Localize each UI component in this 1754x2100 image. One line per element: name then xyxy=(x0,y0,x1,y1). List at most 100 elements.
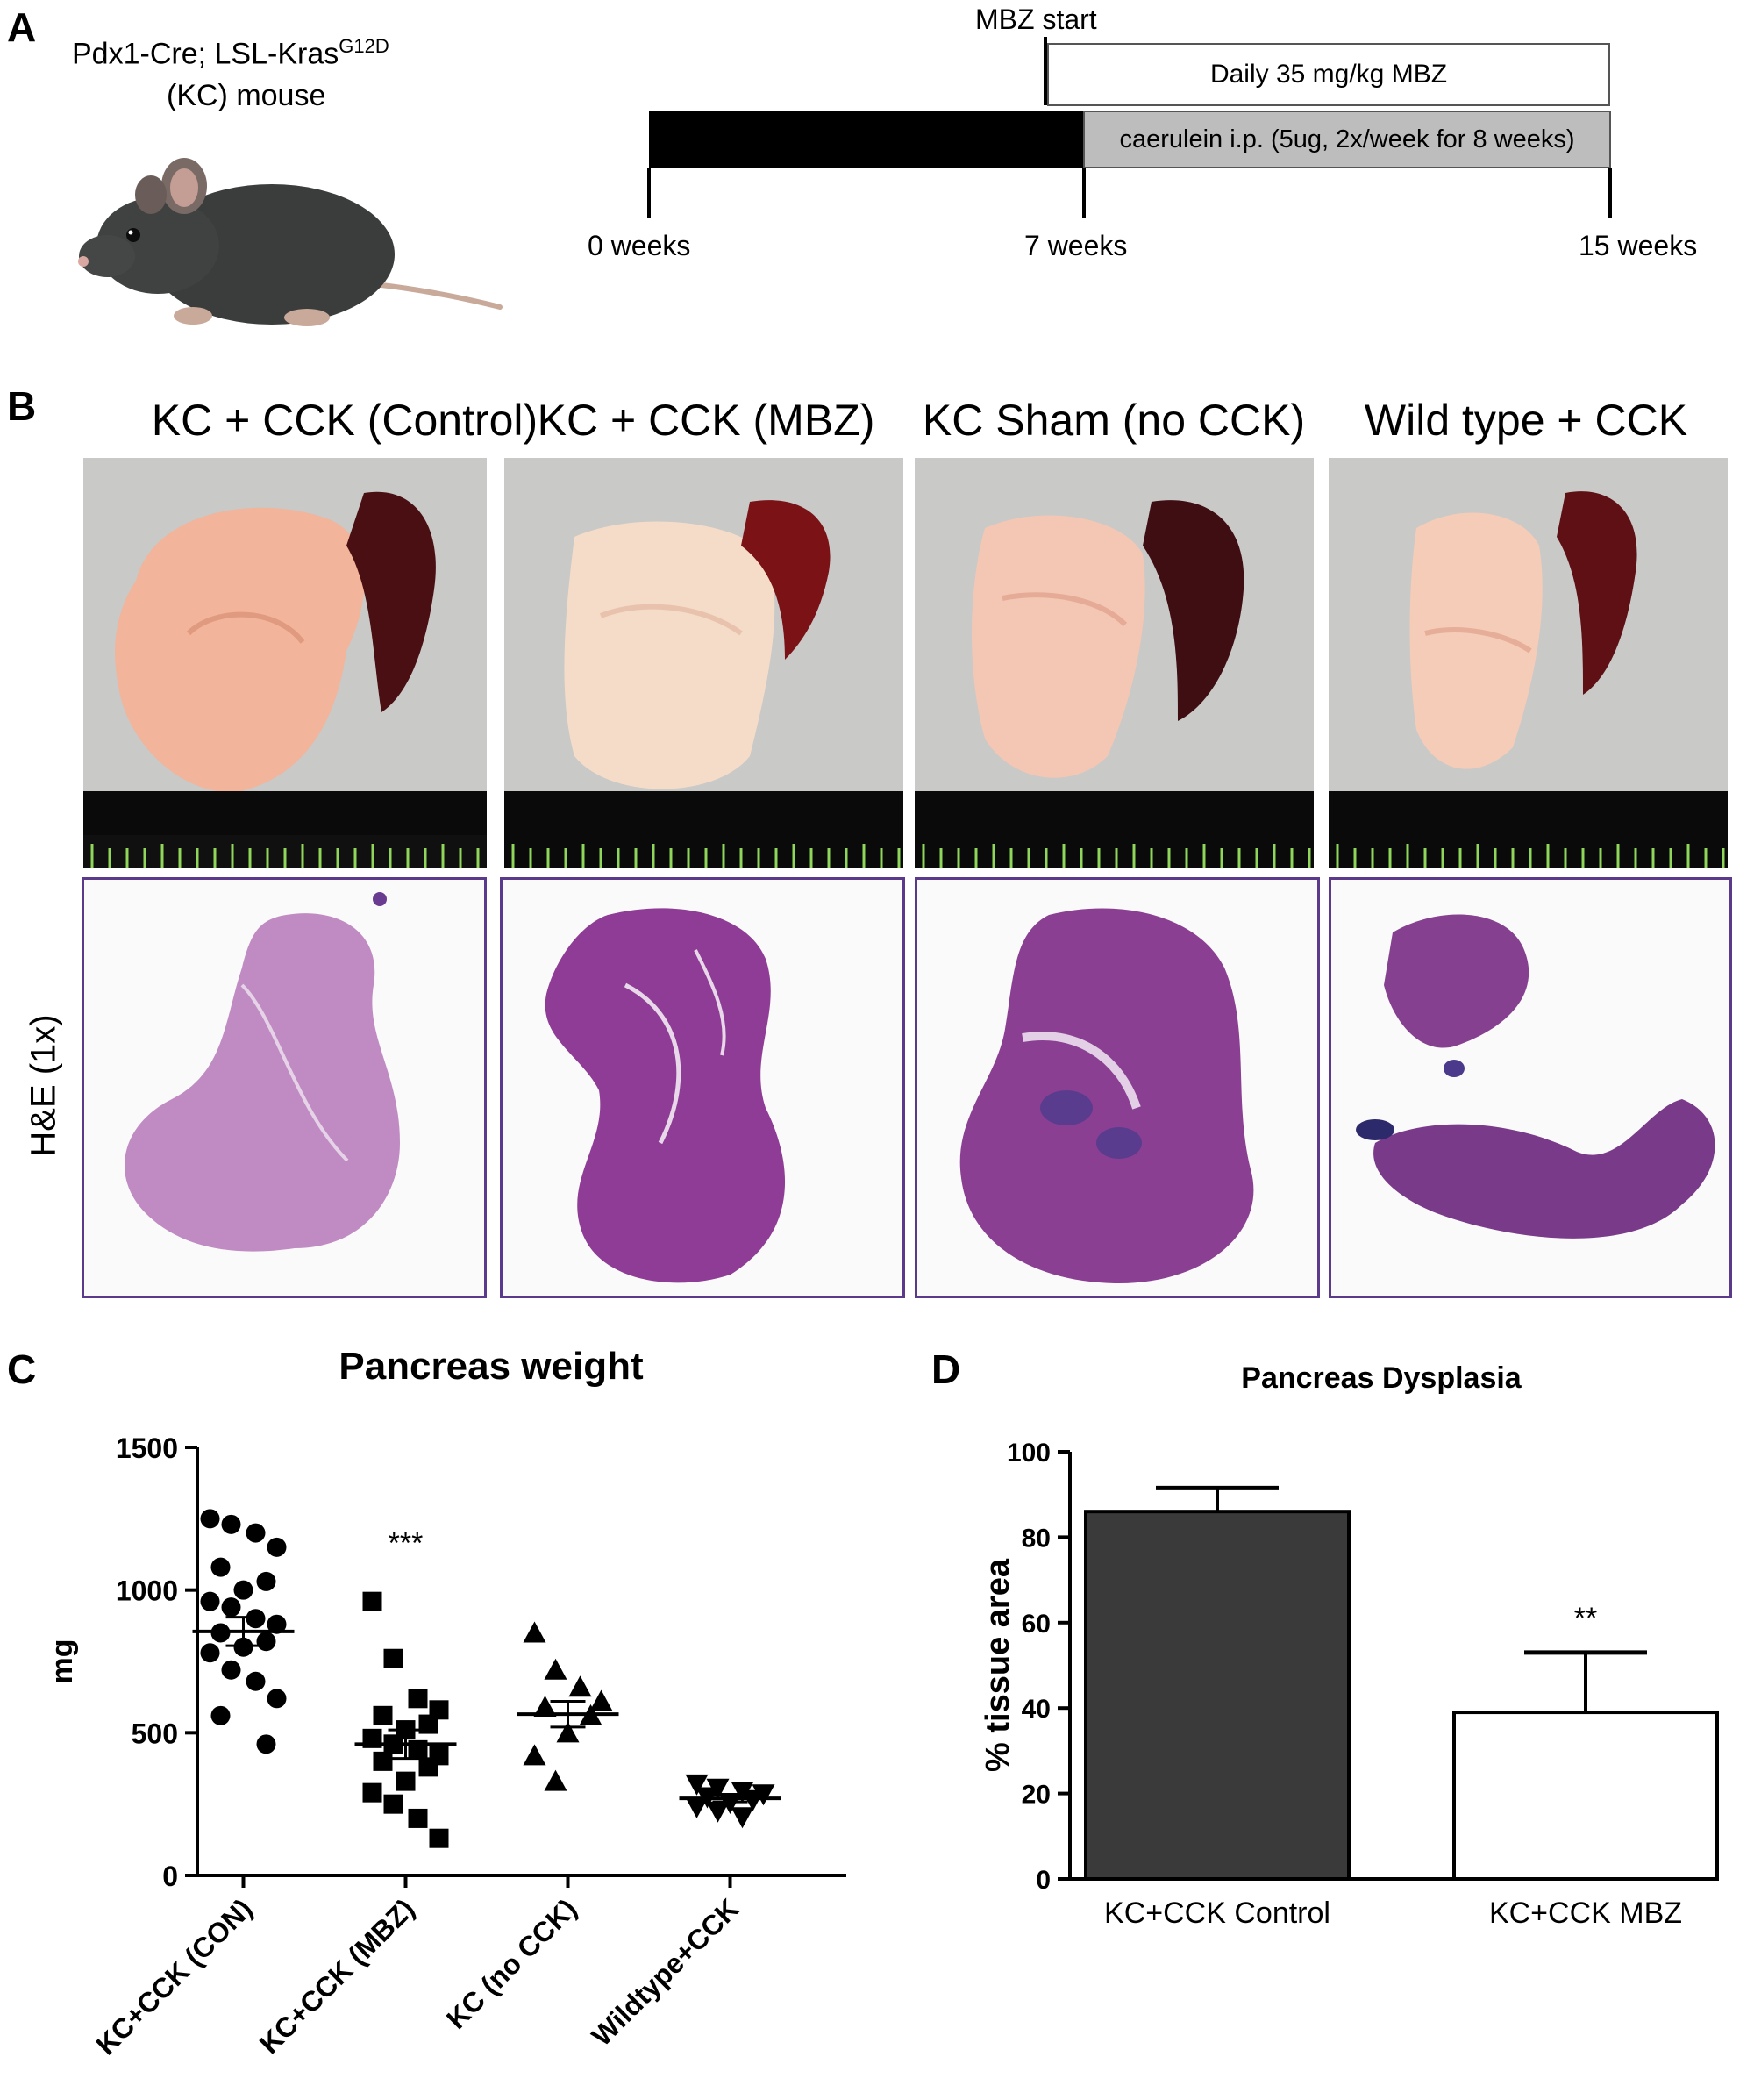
chart-c-point xyxy=(246,1609,266,1629)
panel-b-letter: B xyxy=(7,383,37,429)
chart-d-xtick-label: KC+CCK MBZ xyxy=(1489,1896,1682,1930)
chart-d-xtick-label: KC+CCK Control xyxy=(1104,1896,1330,1930)
panel-a-letter: A xyxy=(7,4,37,50)
chart-c-point xyxy=(221,1514,241,1534)
chart-c-point xyxy=(267,1689,287,1709)
chart-c-point xyxy=(373,1705,393,1725)
group-title-kc-cck-control: KC + CCK (Control) xyxy=(151,396,538,445)
chart-c-point xyxy=(383,1794,403,1814)
group-title-kc-sham: KC Sham (no CCK) xyxy=(922,396,1306,445)
he-section-sham xyxy=(915,877,1320,1298)
mouse-illustration xyxy=(78,158,503,326)
panel-d-letter: D xyxy=(931,1346,961,1392)
chart-c-point xyxy=(267,1537,287,1557)
mouse-genotype-line2: (KC) mouse xyxy=(167,79,326,112)
chart-c-point xyxy=(685,1774,709,1796)
chart-c-point xyxy=(706,1801,730,1823)
chart-c-point xyxy=(256,1571,276,1591)
chart-d-ytick-label: 40 xyxy=(1022,1695,1051,1724)
timepoint-0-weeks: 0 weeks xyxy=(588,230,691,261)
he-section-wild-type xyxy=(1329,877,1732,1298)
chart-d-ytick-label: 60 xyxy=(1022,1610,1051,1639)
daily-mbz-bar xyxy=(1047,43,1610,106)
chart-c-point xyxy=(246,1671,266,1691)
chart-c-point xyxy=(408,1808,428,1828)
chart-d-bar xyxy=(1452,1711,1719,1881)
chart-c-point xyxy=(200,1509,220,1529)
chart-c-point xyxy=(685,1796,709,1818)
chart-c-xtick-label: KC+CCK (CON) xyxy=(89,1892,258,2061)
chart-d-bar xyxy=(1084,1510,1351,1881)
chart-c-ylabel: mg xyxy=(46,1639,79,1684)
pre-treatment-bar xyxy=(649,111,1084,168)
chart-c-point xyxy=(568,1675,592,1697)
chart-c-point xyxy=(200,1591,220,1611)
chart-d-ytick-label: 80 xyxy=(1022,1524,1051,1553)
chart-c-title: Pancreas weight xyxy=(339,1345,644,1388)
chart-c-point xyxy=(396,1771,416,1791)
chart-c-point xyxy=(362,1782,382,1803)
chart-c-point xyxy=(408,1689,428,1709)
chart-d-title: Pancreas Dysplasia xyxy=(1241,1361,1522,1395)
timepoint-15-weeks: 15 weeks xyxy=(1579,230,1698,261)
chart-c-point xyxy=(383,1648,403,1668)
chart-c-significance: *** xyxy=(389,1526,424,1560)
caerulein-label: caerulein i.p. (5ug, 2x/week for 8 weeks… xyxy=(1119,125,1575,154)
chart-c-point xyxy=(233,1637,253,1657)
chart-d-ytick-label: 0 xyxy=(1036,1866,1051,1895)
chart-c-point xyxy=(256,1632,276,1652)
pancreas-weight-chart: Pancreas weight mg 0 500 1000 1500 KC+CCK (CON… xyxy=(46,1345,846,2061)
chart-c-point xyxy=(418,1714,438,1734)
mouse-genotype-superscript: G12D xyxy=(339,35,389,57)
chart-c-point xyxy=(246,1523,266,1543)
chart-c-point xyxy=(533,1696,557,1718)
chart-c-point xyxy=(731,1782,754,1804)
chart-c-xtick-label: KC+CCK (MBZ) xyxy=(253,1892,421,2060)
chart-c-ytick-label: 500 xyxy=(132,1718,178,1749)
chart-c-point xyxy=(373,1751,393,1771)
panel-c-letter: C xyxy=(7,1346,37,1392)
chart-c-point xyxy=(221,1660,241,1680)
chart-c-point xyxy=(362,1591,382,1611)
he-section-mbz xyxy=(500,877,905,1298)
group-title-wild-type: Wild type + CCK xyxy=(1364,396,1688,445)
daily-mbz-label: Daily 35 mg/kg MBZ xyxy=(1209,60,1448,89)
chart-d-ytick-label: 20 xyxy=(1022,1781,1051,1810)
pancreas-photo-sham xyxy=(915,458,1314,868)
chart-c-ytick-label: 1000 xyxy=(116,1575,178,1607)
chart-c-point xyxy=(523,1744,546,1766)
chart-c-point xyxy=(429,1828,449,1848)
chart-c-point xyxy=(256,1734,276,1754)
chart-c-point xyxy=(706,1778,730,1800)
chart-c-point xyxy=(210,1705,231,1725)
chart-c-point xyxy=(556,1721,580,1743)
he-stain-label: H&E (1x) xyxy=(24,1014,63,1157)
timepoint-7-weeks: 7 weeks xyxy=(1024,230,1128,261)
chart-c-point xyxy=(752,1784,775,1806)
chart-c-point xyxy=(589,1689,613,1711)
chart-d-significance: ** xyxy=(1574,1602,1597,1635)
chart-c-point xyxy=(267,1614,287,1634)
chart-c-point xyxy=(544,1658,567,1680)
chart-d-ylabel: % tissue area xyxy=(980,1558,1016,1772)
timeline-diagram xyxy=(647,37,1612,218)
group-title-kc-cck-mbz: KC + CCK (MBZ) xyxy=(537,396,875,445)
mouse-genotype-line1: Pdx1-Cre; LSL-KrasG12D xyxy=(72,35,389,71)
chart-c-ytick-label: 1500 xyxy=(116,1432,178,1464)
chart-c-ytick-label: 0 xyxy=(162,1861,178,1892)
pancreas-photo-mbz xyxy=(504,458,903,868)
pancreas-dysplasia-chart: Pancreas Dysplasia % tissue area 0 20 40 60 80… xyxy=(980,1361,1719,1930)
chart-d-ytick-label: 100 xyxy=(1007,1439,1051,1468)
chart-c-point xyxy=(544,1769,567,1791)
caerulein-bar xyxy=(1083,111,1611,168)
chart-c-point xyxy=(418,1757,438,1777)
chart-c-point xyxy=(523,1621,546,1643)
pancreas-photo-control xyxy=(83,458,487,868)
mbz-start-label: MBZ start xyxy=(975,4,1097,35)
chart-c-xtick-label: Wildtype+CCK xyxy=(586,1892,745,2052)
he-section-control xyxy=(82,877,487,1298)
chart-c-point xyxy=(233,1580,253,1600)
chart-c-point xyxy=(731,1807,754,1829)
chart-c-xtick-label: KC (no CCK) xyxy=(440,1892,582,2034)
chart-c-point xyxy=(210,1557,231,1577)
